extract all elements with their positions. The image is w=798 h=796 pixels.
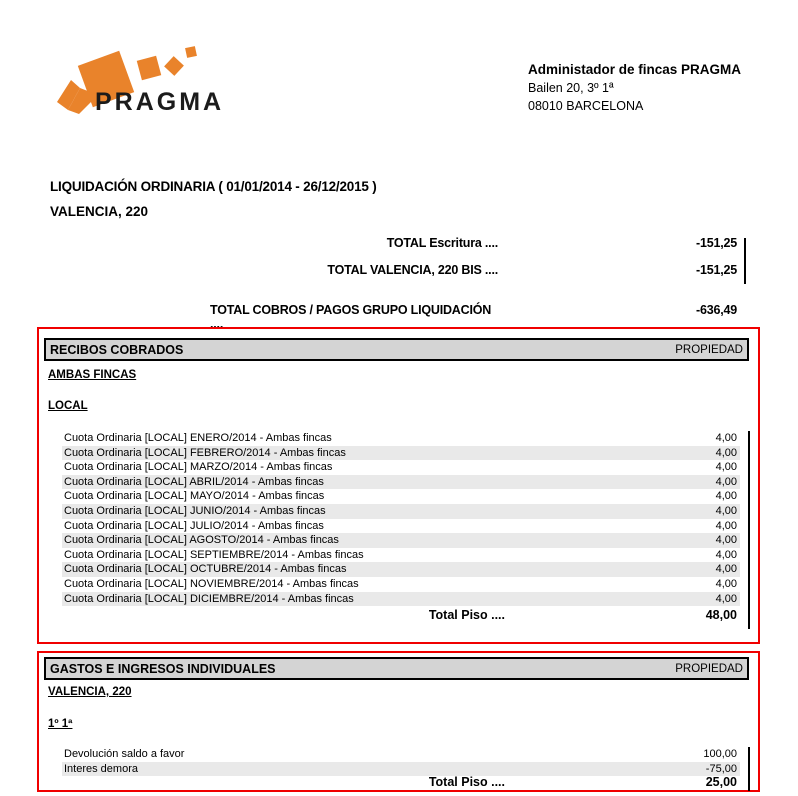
summary-vertical-rule: [744, 238, 746, 284]
table-row: Cuota Ordinaria [LOCAL] AGOSTO/2014 - Am…: [62, 533, 740, 548]
highlight-box-recibos-cobrados: RECIBOS COBRADOS PROPIEDAD AMBAS FINCAS …: [37, 327, 760, 644]
table-row: Cuota Ordinaria [LOCAL] SEPTIEMBRE/2014 …: [62, 548, 740, 563]
row-label: Devolución saldo a favor: [64, 748, 185, 760]
highlight-box-gastos-individuales: GASTOS E INGRESOS INDIVIDUALES PROPIEDAD…: [37, 651, 760, 792]
row-amount: 100,00: [703, 748, 737, 760]
table-row: Cuota Ordinaria [LOCAL] MARZO/2014 - Amb…: [62, 460, 740, 475]
summary-total-amount: -151,25: [696, 236, 737, 250]
row-label: Cuota Ordinaria [LOCAL] DICIEMBRE/2014 -…: [64, 592, 354, 605]
company-header: Administador de fincas PRAGMA Bailen 20,…: [528, 61, 741, 115]
table-row: Cuota Ordinaria [LOCAL] JUNIO/2014 - Amb…: [62, 503, 740, 519]
summary-total-row: TOTAL VALENCIA, 220 BIS .... -151,25: [50, 263, 737, 290]
section-total-amount: 25,00: [705, 775, 737, 789]
logo-text: PRAGMA: [95, 88, 224, 116]
row-label: Cuota Ordinaria [LOCAL] JULIO/2014 - Amb…: [64, 519, 324, 532]
row-amount: 4,00: [715, 519, 737, 532]
summary-total-row: TOTAL Escritura .... -151,25: [50, 236, 738, 263]
row-label: Cuota Ordinaria [LOCAL] AGOSTO/2014 - Am…: [64, 534, 339, 547]
table-row: Cuota Ordinaria [LOCAL] ABRIL/2014 - Amb…: [62, 474, 740, 490]
company-city: 08010 BARCELONA: [528, 99, 644, 113]
section-tag: PROPIEDAD: [675, 662, 743, 675]
subhead-piso-1-1: 1º 1ª: [48, 718, 73, 730]
row-amount: 4,00: [715, 475, 737, 488]
summary-totals: TOTAL Escritura .... -151,25 TOTAL VALEN…: [50, 236, 737, 290]
subhead-valencia-220: VALENCIA, 220: [48, 686, 132, 698]
document-title: LIQUIDACIÓN ORDINARIA ( 01/01/2014 - 26/…: [50, 179, 377, 194]
section-total-row: Total Piso .... 48,00: [62, 608, 740, 622]
row-amount: -75,00: [705, 762, 737, 775]
row-amount: 4,00: [715, 577, 737, 590]
section-title: GASTOS E INGRESOS INDIVIDUALES: [50, 661, 276, 676]
section-total-row: Total Piso .... 25,00: [62, 775, 740, 789]
row-label: Cuota Ordinaria [LOCAL] MAYO/2014 - Amba…: [64, 490, 325, 503]
document-subtitle: VALENCIA, 220: [50, 204, 149, 219]
company-address: Bailen 20, 3º 1ª: [528, 81, 614, 95]
row-label: Cuota Ordinaria [LOCAL] JUNIO/2014 - Amb…: [64, 504, 326, 517]
company-name: Administador de fincas PRAGMA: [528, 62, 742, 77]
section-header-bar: GASTOS E INGRESOS INDIVIDUALES PROPIEDAD: [44, 657, 749, 680]
summary-total-label: TOTAL VALENCIA, 220 BIS ....: [327, 263, 498, 277]
section-title: RECIBOS COBRADOS: [50, 342, 184, 357]
section-total-label: Total Piso ....: [428, 608, 505, 622]
row-label: Cuota Ordinaria [LOCAL] NOVIEMBRE/2014 -…: [64, 577, 359, 590]
summary-total-amount: -151,25: [696, 263, 737, 277]
row-amount: 4,00: [715, 534, 737, 547]
table-row: Cuota Ordinaria [LOCAL] OCTUBRE/2014 - A…: [62, 562, 740, 577]
table-right-rule: [748, 747, 750, 791]
expense-rows: Devolución saldo a favor 100,00 Interes …: [62, 747, 740, 777]
row-label: Cuota Ordinaria [LOCAL] OCTUBRE/2014 - A…: [64, 563, 347, 576]
table-row: Cuota Ordinaria [LOCAL] FEBRERO/2014 - A…: [62, 445, 740, 461]
section-tag: PROPIEDAD: [675, 343, 743, 356]
table-row: Interes demora -75,00: [62, 761, 740, 777]
grand-total-amount: -636,49: [696, 303, 737, 317]
row-label: Cuota Ordinaria [LOCAL] FEBRERO/2014 - A…: [64, 446, 346, 459]
row-amount: 4,00: [715, 548, 737, 561]
row-label: Cuota Ordinaria [LOCAL] ABRIL/2014 - Amb…: [64, 475, 324, 488]
pragma-logo: PRAGMA: [57, 46, 224, 116]
table-row: Cuota Ordinaria [LOCAL] NOVIEMBRE/2014 -…: [62, 577, 740, 592]
receipt-rows: Cuota Ordinaria [LOCAL] ENERO/2014 - Amb…: [62, 431, 740, 607]
section-header-bar: RECIBOS COBRADOS PROPIEDAD: [44, 338, 749, 361]
row-amount: 4,00: [715, 563, 737, 576]
row-amount: 4,00: [715, 490, 737, 503]
row-amount: 4,00: [715, 446, 737, 459]
subhead-local: LOCAL: [48, 400, 88, 412]
summary-total-label: TOTAL Escritura ....: [386, 236, 499, 250]
logo-squares-icon: [57, 46, 197, 114]
row-amount: 4,00: [715, 432, 737, 444]
section-total-amount: 48,00: [705, 608, 737, 622]
row-label: Cuota Ordinaria [LOCAL] SEPTIEMBRE/2014 …: [64, 548, 364, 561]
table-row: Cuota Ordinaria [LOCAL] DICIEMBRE/2014 -…: [62, 591, 740, 607]
table-row: Cuota Ordinaria [LOCAL] MAYO/2014 - Amba…: [62, 489, 740, 504]
row-label: Cuota Ordinaria [LOCAL] MARZO/2014 - Amb…: [64, 461, 333, 474]
table-right-rule: [748, 431, 750, 629]
row-amount: 4,00: [715, 592, 737, 605]
row-label: Interes demora: [64, 762, 138, 775]
section-total-label: Total Piso ....: [428, 775, 505, 789]
row-amount: 4,00: [715, 504, 737, 517]
row-amount: 4,00: [715, 461, 737, 474]
table-row: Devolución saldo a favor 100,00: [62, 747, 740, 762]
table-row: Cuota Ordinaria [LOCAL] ENERO/2014 - Amb…: [62, 431, 740, 446]
subhead-ambas-fincas: AMBAS FINCAS: [48, 369, 137, 381]
row-label: Cuota Ordinaria [LOCAL] ENERO/2014 - Amb…: [64, 432, 332, 444]
table-row: Cuota Ordinaria [LOCAL] JULIO/2014 - Amb…: [62, 519, 740, 534]
